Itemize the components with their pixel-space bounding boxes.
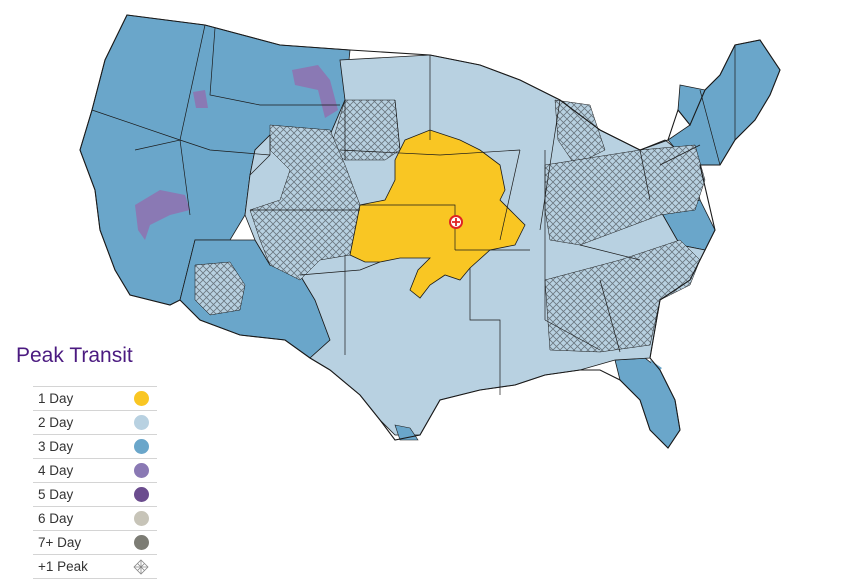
legend-label: 5 Day <box>38 487 74 502</box>
crosshatch-icon <box>133 558 149 575</box>
legend-swatch-7day <box>134 535 149 550</box>
legend-item-2day: 2 Day <box>33 411 157 435</box>
legend-item-peak: +1 Peak <box>33 555 157 579</box>
legend-item-4day: 4 Day <box>33 459 157 483</box>
zone-peak-rockies <box>249 124 361 281</box>
zone-peak-ohio-valley <box>544 144 706 246</box>
legend-swatch-5day <box>134 487 149 502</box>
zone-4day-nevada <box>135 190 190 240</box>
zone-peak-arizona <box>194 261 246 316</box>
zone-peak-southeast <box>544 239 701 353</box>
state-borders <box>91 24 736 395</box>
legend-swatch-4day <box>134 463 149 478</box>
legend-item-6day: 6 Day <box>33 507 157 531</box>
zone-1day-core <box>349 129 526 299</box>
legend: 1 Day 2 Day 3 Day 4 Day 5 Day 6 Day 7+ D… <box>33 386 157 579</box>
zone-3day-michigan-coast <box>650 360 662 375</box>
legend-label: 2 Day <box>38 415 74 430</box>
legend-label: 7+ Day <box>38 535 82 550</box>
legend-label: 6 Day <box>38 511 74 526</box>
legend-label: +1 Peak <box>38 559 88 574</box>
legend-item-5day: 5 Day <box>33 483 157 507</box>
zone-peak-michigan <box>554 99 606 166</box>
legend-item-3day: 3 Day <box>33 435 157 459</box>
legend-swatch-2day <box>134 415 149 430</box>
legend-item-1day: 1 Day <box>33 387 157 411</box>
us-outline <box>79 14 781 449</box>
legend-item-7day: 7+ Day <box>33 531 157 555</box>
legend-label: 3 Day <box>38 439 74 454</box>
zone-3day-florida <box>614 357 681 449</box>
legend-title: Peak Transit <box>16 344 133 367</box>
legend-swatch-1day <box>134 391 149 406</box>
legend-swatch-6day <box>134 511 149 526</box>
zone-4day-idaho <box>193 90 208 108</box>
origin-pin-icon <box>449 215 463 229</box>
legend-label: 4 Day <box>38 463 74 478</box>
legend-label: 1 Day <box>38 391 74 406</box>
legend-swatch-3day <box>134 439 149 454</box>
